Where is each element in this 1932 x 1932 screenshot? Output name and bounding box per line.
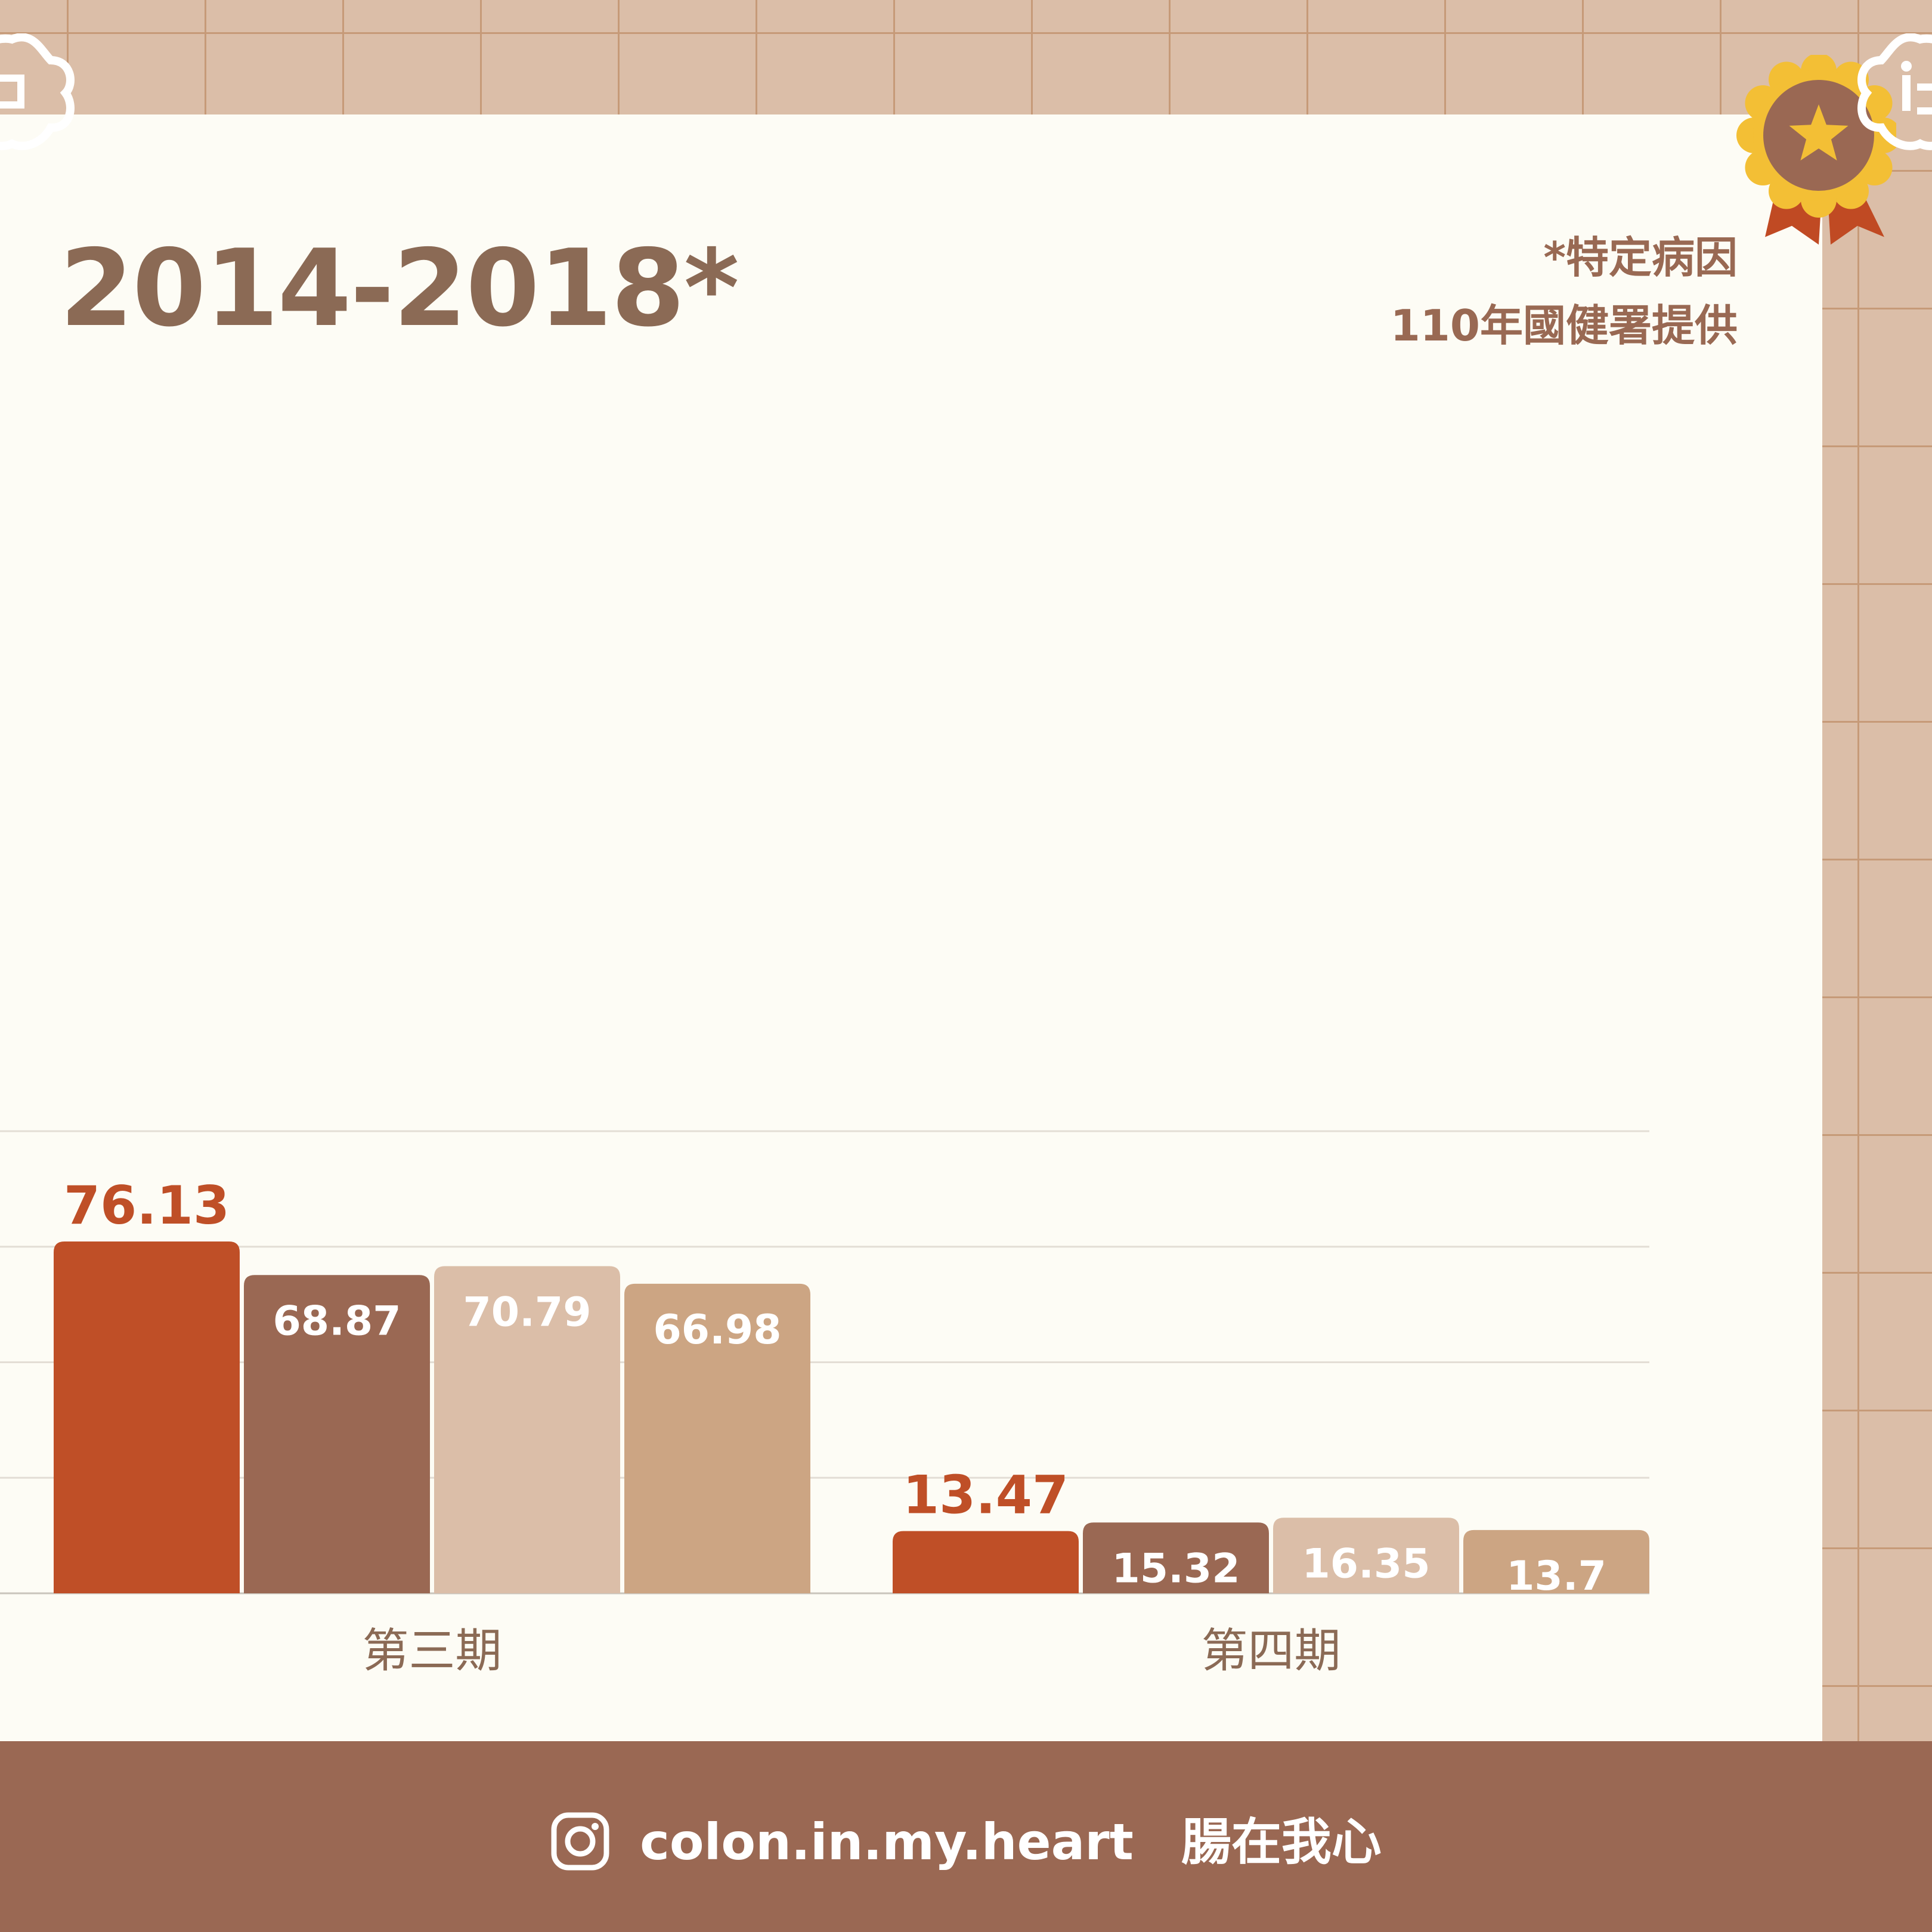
data-label: 68.87	[273, 1298, 401, 1345]
bar	[1083, 1522, 1269, 1593]
category-label: 第三期	[362, 1624, 501, 1678]
cause-note: *特定病因	[1543, 233, 1738, 283]
data-label: 16.35	[1302, 1540, 1430, 1587]
data-label: 76.13	[64, 1175, 230, 1236]
source-note: 110年國健署提供	[1390, 301, 1738, 351]
data-label: 15.32	[1111, 1545, 1240, 1592]
award-badge-icon	[1736, 55, 1896, 245]
bar	[1463, 1530, 1649, 1593]
flower-decoration-icon-right	[1857, 33, 1932, 150]
bar	[893, 1531, 1079, 1593]
bar	[434, 1266, 620, 1593]
bar	[624, 1283, 810, 1593]
flower-decoration-icon	[0, 33, 75, 150]
brand-name: 腸在我心	[1181, 1813, 1382, 1871]
data-label: 13.7	[1506, 1553, 1606, 1600]
instagram-handle[interactable]: colon.in.my.heart	[640, 1813, 1134, 1871]
bar	[54, 1241, 240, 1593]
data-label: 70.79	[463, 1289, 591, 1336]
bar	[244, 1275, 430, 1593]
footer-bar: colon.in.my.heart 腸在我心	[0, 1741, 1932, 1932]
instagram-icon[interactable]	[550, 1812, 610, 1871]
bar-chart: 76.13 68.87 70.79 66.98 第三期 13.47 15.32 16.35 13…	[0, 1130, 1649, 1678]
bar	[1273, 1518, 1459, 1593]
data-label: 66.98	[653, 1306, 781, 1354]
chart-title: 2014-2018*	[60, 227, 739, 350]
data-label: 13.47	[903, 1465, 1069, 1526]
category-label: 第四期	[1201, 1624, 1340, 1678]
